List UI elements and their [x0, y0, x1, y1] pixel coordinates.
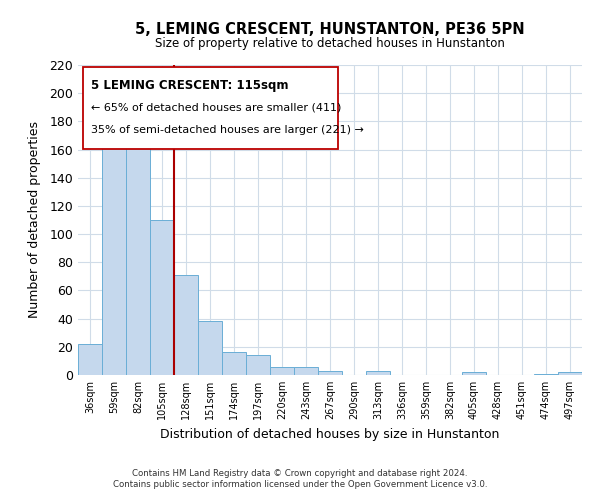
- Bar: [246, 356, 270, 375]
- Bar: [150, 220, 174, 375]
- Bar: [222, 352, 246, 375]
- Bar: [534, 374, 558, 375]
- Bar: [294, 366, 318, 375]
- Bar: [78, 344, 102, 375]
- Bar: [102, 136, 126, 375]
- Text: Size of property relative to detached houses in Hunstanton: Size of property relative to detached ho…: [155, 38, 505, 51]
- Bar: [174, 275, 198, 375]
- Bar: [198, 322, 222, 375]
- Bar: [366, 371, 390, 375]
- Text: Contains public sector information licensed under the Open Government Licence v3: Contains public sector information licen…: [113, 480, 487, 489]
- Text: ← 65% of detached houses are smaller (411): ← 65% of detached houses are smaller (41…: [91, 102, 341, 112]
- Bar: [462, 372, 486, 375]
- Text: 5, LEMING CRESCENT, HUNSTANTON, PE36 5PN: 5, LEMING CRESCENT, HUNSTANTON, PE36 5PN: [135, 22, 525, 38]
- Bar: [270, 366, 294, 375]
- Bar: [558, 372, 582, 375]
- X-axis label: Distribution of detached houses by size in Hunstanton: Distribution of detached houses by size …: [160, 428, 500, 440]
- Text: 35% of semi-detached houses are larger (221) →: 35% of semi-detached houses are larger (…: [91, 126, 364, 136]
- Bar: [318, 371, 342, 375]
- Y-axis label: Number of detached properties: Number of detached properties: [28, 122, 41, 318]
- Text: Contains HM Land Registry data © Crown copyright and database right 2024.: Contains HM Land Registry data © Crown c…: [132, 468, 468, 477]
- FancyBboxPatch shape: [83, 66, 338, 148]
- Text: 5 LEMING CRESCENT: 115sqm: 5 LEMING CRESCENT: 115sqm: [91, 79, 288, 92]
- Bar: [126, 127, 150, 375]
